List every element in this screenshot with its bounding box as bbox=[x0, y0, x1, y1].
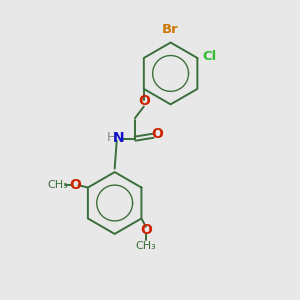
Text: O: O bbox=[140, 223, 152, 237]
Text: O: O bbox=[151, 127, 163, 141]
Text: Br: Br bbox=[162, 23, 179, 36]
Text: H: H bbox=[107, 131, 116, 144]
Text: O: O bbox=[70, 178, 82, 192]
Text: CH₃: CH₃ bbox=[136, 241, 156, 250]
Text: N: N bbox=[112, 131, 124, 145]
Text: O: O bbox=[138, 94, 150, 108]
Text: CH₃: CH₃ bbox=[47, 180, 68, 190]
Text: Cl: Cl bbox=[203, 50, 217, 63]
